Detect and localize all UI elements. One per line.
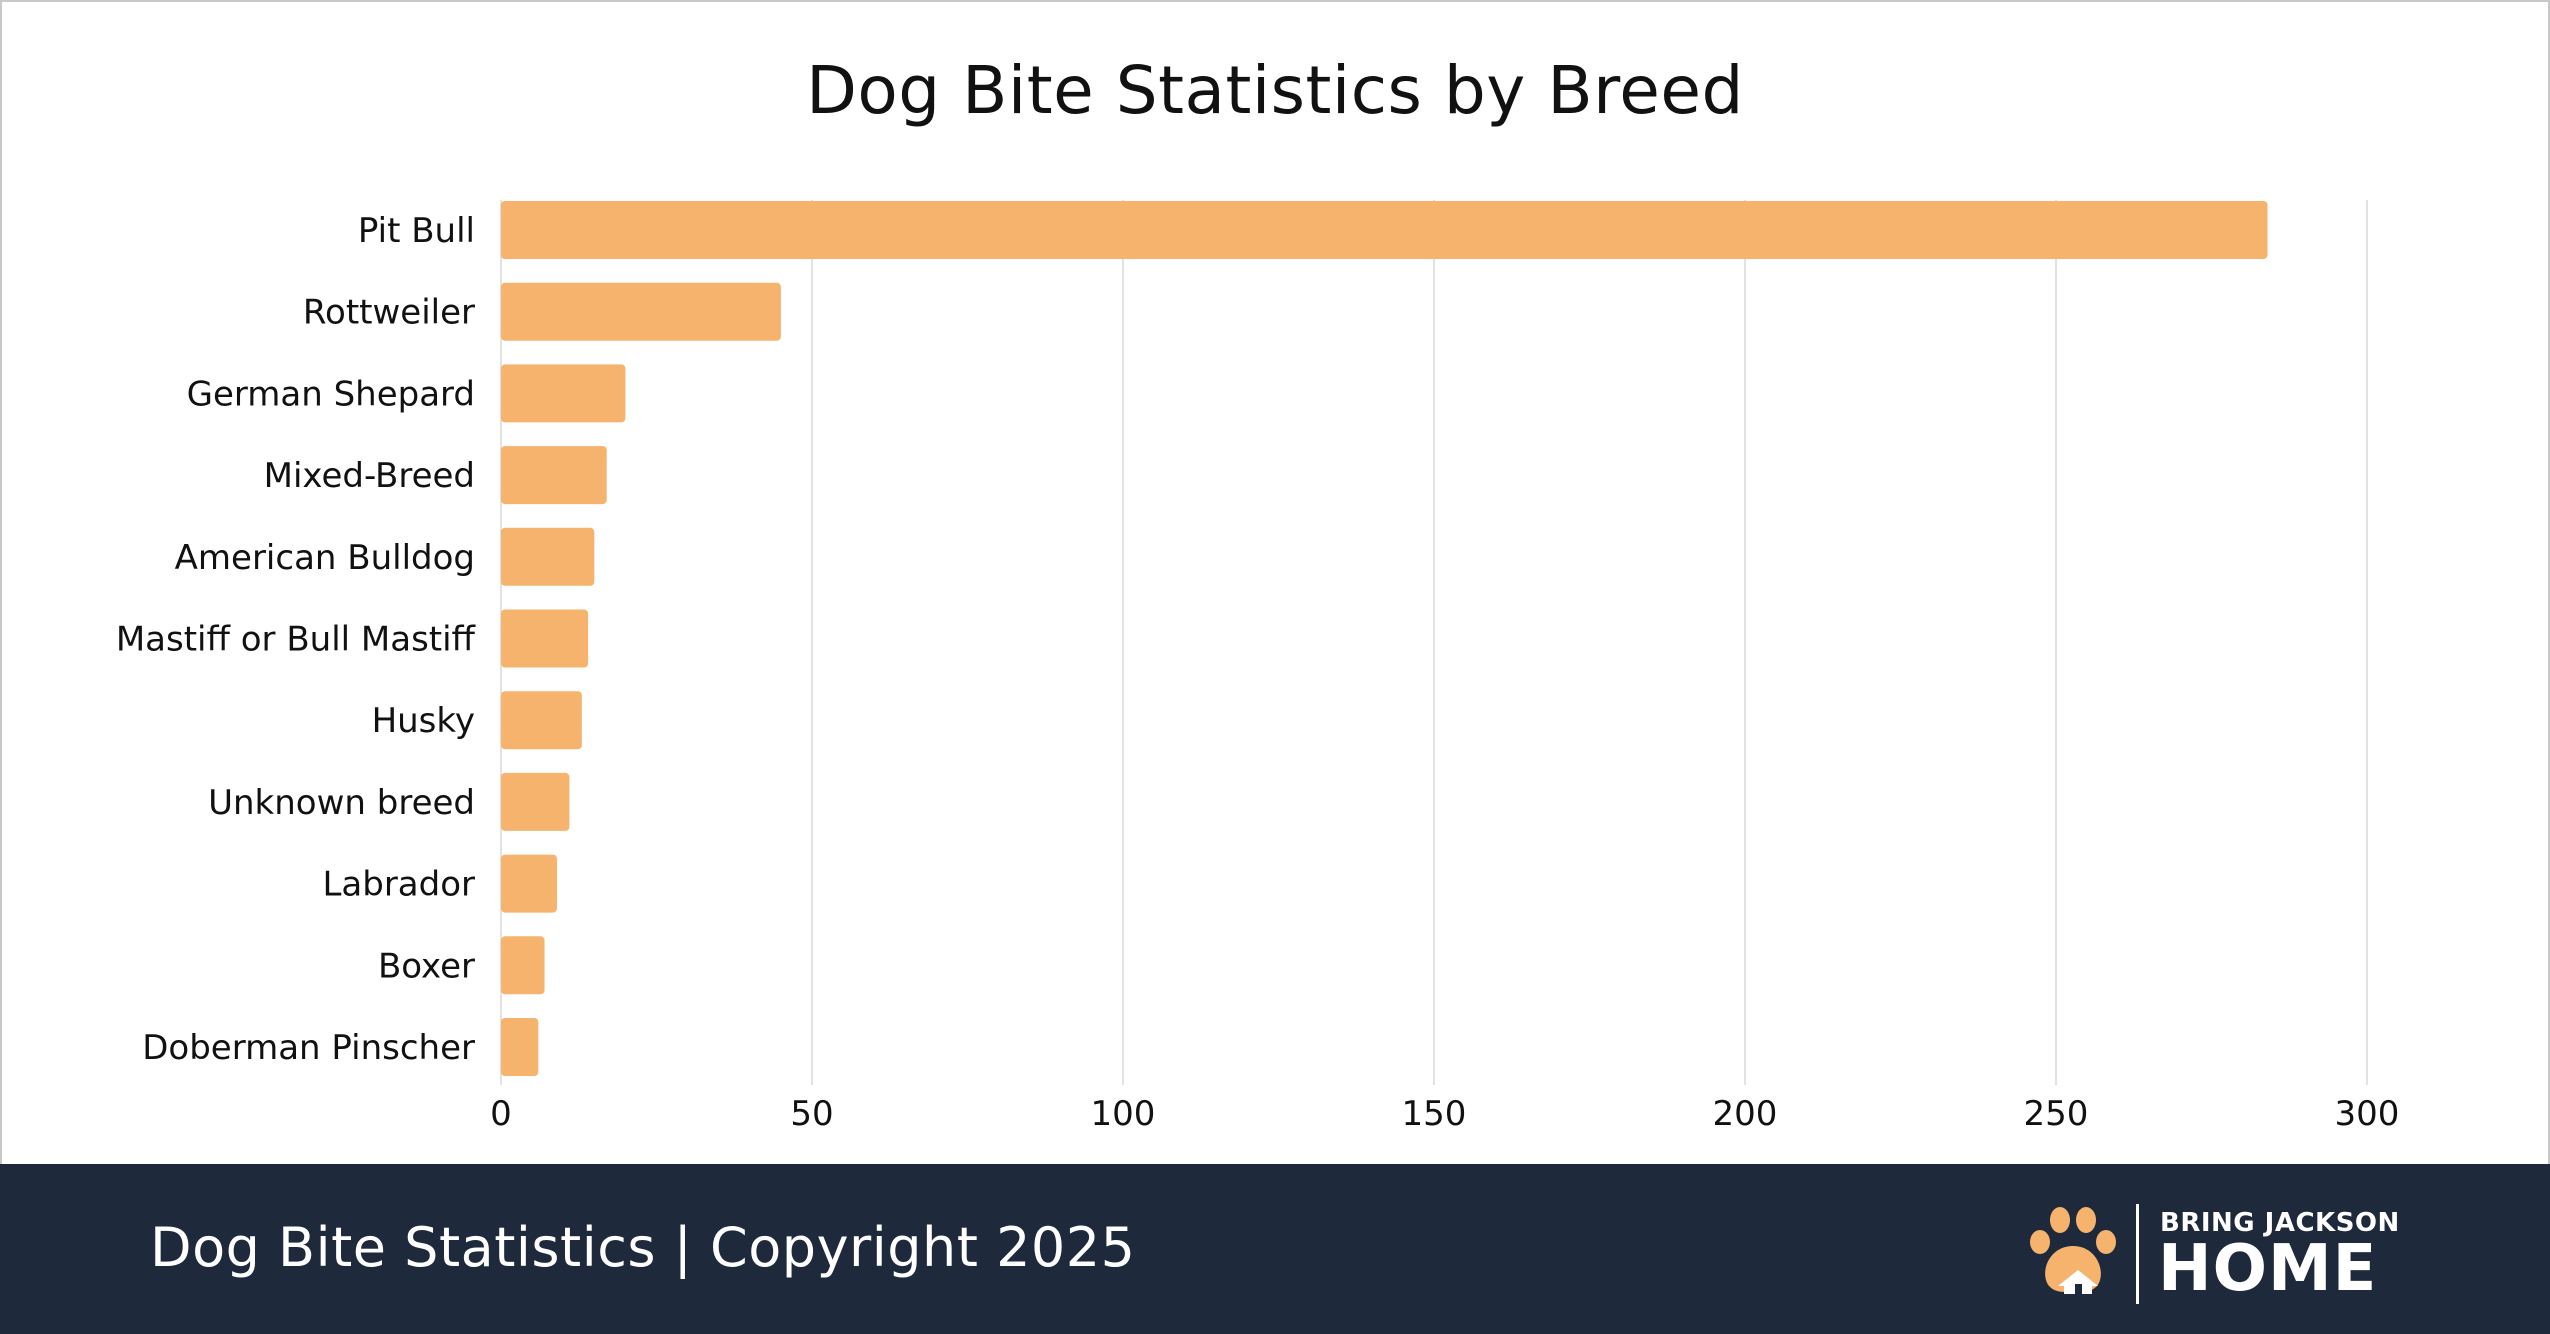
category-label: Husky	[372, 701, 475, 741]
category-label: Unknown breed	[208, 783, 475, 823]
category-label: Mixed-Breed	[264, 456, 475, 496]
bar-chart: Pit Bull Rottweiler German Shepard Mixed-Br…	[116, 200, 2399, 1134]
category-label: Rottweiler	[303, 293, 475, 333]
category-label: Boxer	[378, 946, 475, 986]
brand-logo: BRING JACKSON HOME	[2024, 1204, 2404, 1306]
bar-mastiff-or-bull-mastiff	[501, 609, 589, 668]
x-tick-label: 250	[2024, 1094, 2089, 1134]
bar-american-bulldog	[501, 527, 595, 586]
category-labels: Pit Bull Rottweiler German Shepard Mixed-Br…	[116, 211, 477, 1068]
bar-doberman-pinscher	[501, 1018, 539, 1076]
x-tick-label: 200	[1713, 1094, 1778, 1134]
category-label: German Shepard	[187, 374, 475, 414]
logo-text-top: BRING JACKSON	[2160, 1208, 2400, 1238]
category-label: Pit Bull	[358, 211, 475, 251]
bars	[501, 201, 2268, 1076]
bar-unknown-breed	[501, 772, 570, 831]
x-tick-label: 50	[790, 1094, 833, 1134]
bar-german-shepard	[501, 364, 626, 423]
bar-mixed-breed	[501, 446, 607, 505]
logo-divider	[2136, 1204, 2139, 1304]
footer-copyright: Dog Bite Statistics | Copyright 2025	[150, 1216, 1136, 1279]
category-label: Labrador	[322, 865, 475, 905]
x-tick-label: 100	[1091, 1094, 1156, 1134]
category-label: American Bulldog	[175, 538, 475, 578]
footer-banner: Dog Bite Statistics | Copyright 2025 BRI…	[0, 1164, 2550, 1334]
category-label: Mastiff or Bull Mastiff	[116, 620, 477, 660]
bar-rottweiler	[501, 282, 781, 341]
logo-text-bottom: HOME	[2158, 1232, 2378, 1306]
category-label: Doberman Pinscher	[142, 1028, 475, 1068]
bar-husky	[501, 691, 582, 750]
x-tick-label: 0	[490, 1094, 512, 1134]
bar-labrador	[501, 854, 557, 913]
bar-boxer	[501, 936, 545, 995]
x-tick-label: 300	[2335, 1094, 2400, 1134]
x-axis-ticks: 0 50 100 150 200 250 300	[490, 1094, 2399, 1134]
chart-title: Dog Bite Statistics by Breed	[806, 52, 1744, 129]
bar-pit-bull	[501, 201, 2268, 259]
paw-house-icon	[2030, 1207, 2116, 1294]
x-tick-label: 150	[1402, 1094, 1467, 1134]
